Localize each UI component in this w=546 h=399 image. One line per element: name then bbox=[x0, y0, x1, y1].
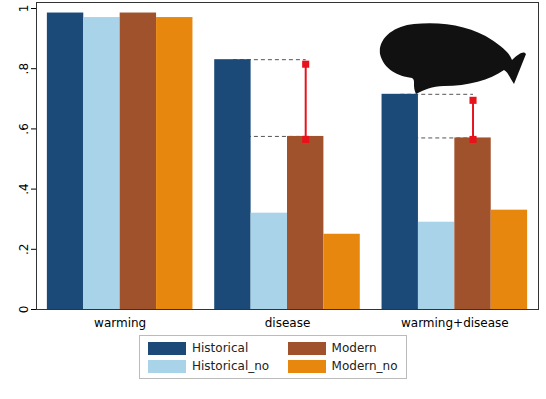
svg-text:1: 1 bbox=[17, 5, 31, 13]
html-text:Modern: Modern bbox=[331, 341, 377, 355]
svg-text:warming+disease: warming+disease bbox=[401, 316, 509, 330]
html-text:Historical_no: Historical_no bbox=[192, 359, 270, 373]
svg-text:warming: warming bbox=[94, 316, 146, 330]
html-text:Modern_no: Modern_no bbox=[331, 359, 398, 373]
svg-text:.4: .4 bbox=[17, 183, 31, 194]
svg-text:disease: disease bbox=[265, 316, 311, 330]
svg-text:0: 0 bbox=[17, 306, 31, 314]
html-text:Historical: Historical bbox=[192, 341, 249, 355]
svg-text:.8: .8 bbox=[17, 63, 31, 74]
svg-text:.6: .6 bbox=[17, 123, 31, 134]
svg-text:.2: .2 bbox=[17, 244, 31, 255]
